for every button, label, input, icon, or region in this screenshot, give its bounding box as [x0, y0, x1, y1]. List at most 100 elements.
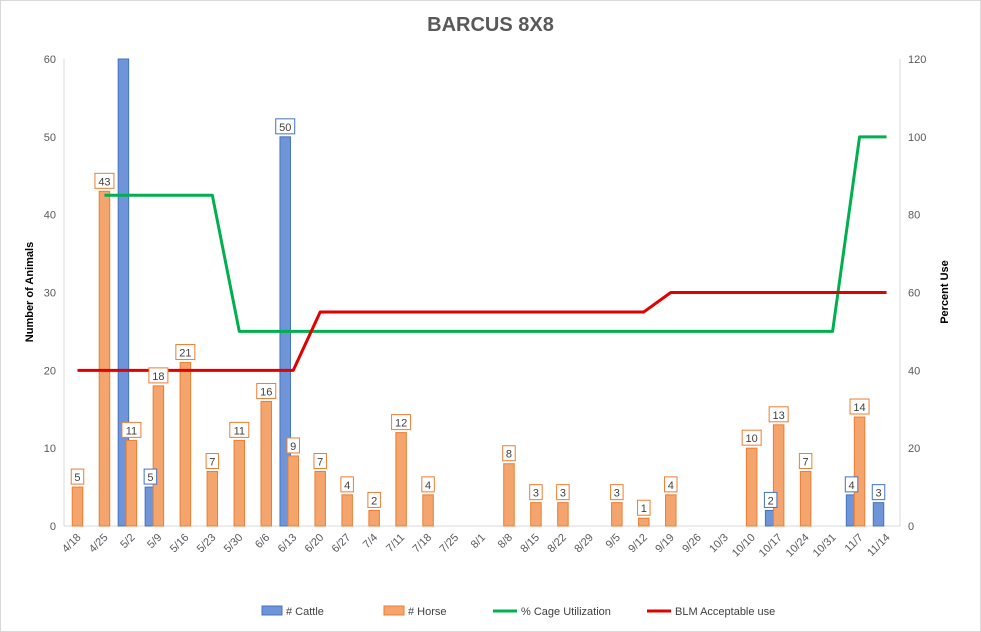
x-tick-label: 10/10	[730, 532, 758, 560]
x-tick-label: 11/7	[843, 532, 866, 555]
horse-bar	[179, 362, 192, 527]
horse-bar	[853, 416, 866, 527]
horse-bar	[503, 463, 515, 527]
horse-bar	[422, 494, 434, 527]
horse-data-label: 21	[179, 348, 191, 360]
x-tick-label: 6/13	[276, 532, 300, 556]
horse-data-label-box	[502, 445, 516, 462]
horse-data-label: 11	[126, 425, 137, 437]
horse-bar	[206, 471, 219, 527]
horse-bar	[233, 439, 246, 527]
y2-tick-label: 20	[908, 443, 920, 455]
horse-data-label-box	[229, 421, 250, 438]
horse-bar	[341, 494, 353, 527]
x-tick-label: 5/30	[222, 532, 246, 556]
horse-data-label: 8	[506, 449, 512, 461]
x-tick-label: 8/22	[545, 532, 569, 556]
x-tick-label: 7/18	[411, 532, 435, 556]
cattle-data-label-box	[143, 468, 158, 485]
x-tick-label: 9/19	[653, 532, 677, 556]
horse-data-label: 10	[746, 433, 758, 445]
horse-data-label: 5	[74, 472, 80, 484]
y-tick-label: 0	[50, 521, 56, 533]
y2-tick-label: 80	[908, 210, 920, 222]
horse-data-label-box	[664, 476, 678, 493]
horse-bar	[665, 494, 677, 527]
horse-data-label: 12	[395, 418, 407, 430]
horse-data-label-box	[205, 453, 220, 470]
cattle-data-label-box	[763, 491, 778, 508]
x-tick-label: 9/12	[626, 532, 650, 556]
horse-data-label: 4	[425, 480, 431, 492]
horse-data-label-box	[313, 453, 327, 470]
horse-data-label: 7	[209, 457, 215, 469]
cattle-data-label: 50	[279, 122, 291, 134]
horse-bar	[260, 400, 273, 527]
x-tick-label: 7/11	[384, 532, 407, 555]
horse-data-label-box	[340, 476, 354, 493]
horse-data-label: 4	[668, 480, 674, 492]
horse-data-label: 3	[533, 488, 539, 500]
x-tick-label: 4/25	[87, 532, 111, 556]
cattle-data-label-box	[871, 484, 886, 501]
x-tick-label: 5/9	[145, 532, 164, 551]
chart-title: BARCUS 8X8	[427, 14, 554, 36]
x-tick-label: 4/18	[60, 532, 84, 556]
horse-data-label: 9	[290, 441, 296, 453]
y2-tick-label: 120	[908, 54, 926, 66]
y2-tick-label: 0	[908, 521, 914, 533]
x-tick-label: 10/24	[784, 532, 812, 560]
horse-bar	[287, 455, 299, 527]
horse-data-label: 3	[560, 488, 566, 500]
x-tick-label: 10/31	[811, 532, 839, 560]
x-tick-label: 8/15	[518, 532, 542, 556]
x-tick-label: 7/25	[438, 532, 462, 556]
x-tick-label: 5/23	[195, 532, 219, 556]
x-tick-label: 9/26	[680, 532, 704, 556]
horse-data-label: 7	[803, 457, 809, 469]
horse-bar	[314, 471, 326, 527]
horse-bar	[530, 502, 542, 527]
cattle-data-label: 3	[875, 488, 881, 500]
horse-data-label: 43	[98, 176, 110, 188]
cattle-bar	[872, 502, 885, 527]
blm-acceptable-use-line	[77, 291, 887, 372]
horse-bar	[638, 517, 650, 527]
horse-data-label-box	[367, 491, 381, 508]
x-tick-label: 8/8	[496, 532, 515, 551]
horse-data-label: 1	[641, 503, 647, 515]
cattle-bar	[117, 58, 130, 527]
horse-data-label: 2	[371, 495, 377, 507]
x-tick-label: 7/4	[361, 532, 380, 551]
cage-utilization-line	[104, 135, 887, 333]
horse-bar	[98, 190, 111, 527]
y-tick-label: 40	[44, 210, 56, 222]
x-tick-label: 8/1	[469, 532, 488, 551]
x-tick-label: 6/6	[253, 532, 272, 551]
y-tick-label: 10	[44, 443, 56, 455]
y-axis-title: Number of Animals	[24, 242, 36, 342]
horse-data-label-box	[121, 421, 142, 438]
horse-data-label: 13	[773, 410, 785, 422]
legend-item-1-swatch	[261, 605, 283, 616]
horse-bar	[395, 432, 407, 527]
horse-data-label-box	[421, 476, 435, 493]
horse-data-label-box	[768, 406, 789, 423]
cattle-data-label: 4	[848, 480, 854, 492]
horse-bar	[611, 502, 623, 527]
cattle-data-label: 2	[768, 495, 774, 507]
x-tick-label: 11/14	[865, 532, 892, 559]
legend-item-2-label: # Horse	[408, 606, 447, 618]
y2-tick-label: 100	[908, 132, 926, 144]
horse-data-label-box	[556, 484, 570, 501]
horse-data-label-box	[94, 172, 115, 189]
horse-data-label-box	[256, 382, 277, 399]
horse-data-label: 14	[853, 402, 865, 414]
horse-data-label-box	[529, 484, 543, 501]
horse-data-label-box	[637, 499, 651, 516]
y-tick-label: 50	[44, 132, 56, 144]
horse-bar	[71, 486, 84, 527]
y2-tick-label: 60	[908, 288, 920, 300]
horse-data-label-box	[70, 468, 85, 485]
